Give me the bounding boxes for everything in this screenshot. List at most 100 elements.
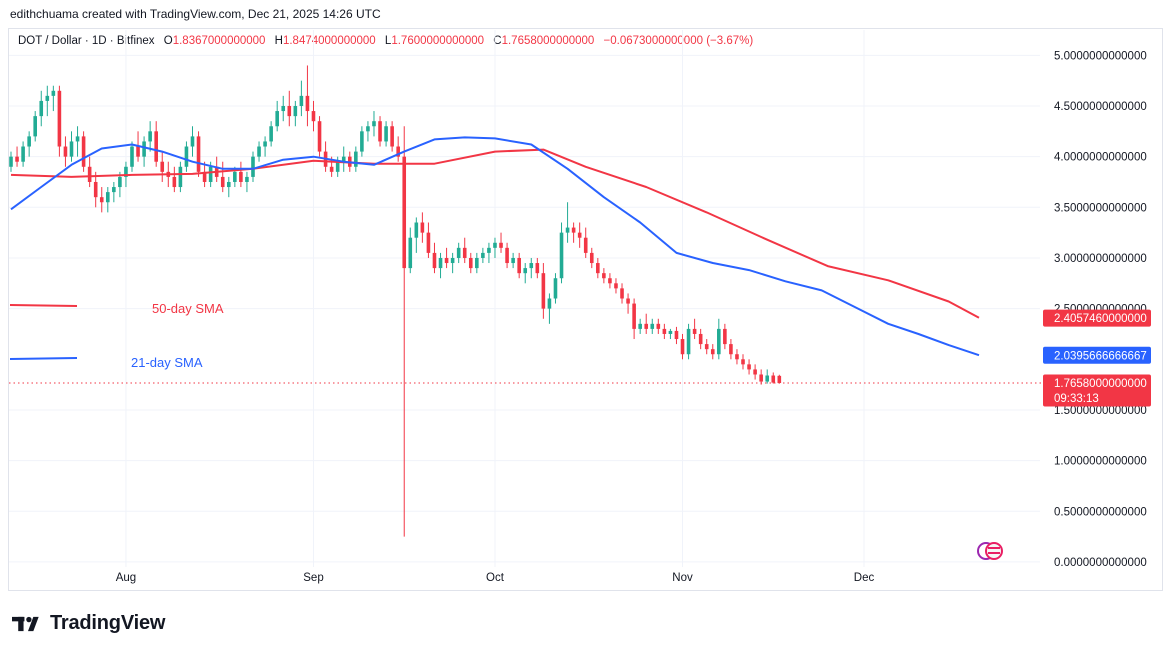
candle-body [287, 105, 292, 117]
candle-body [535, 263, 540, 274]
candle-body [33, 116, 37, 137]
candle-body [602, 273, 606, 279]
high-label: H [274, 35, 283, 47]
candle-body [81, 136, 86, 167]
candle-body [505, 247, 509, 264]
candle-body [269, 126, 273, 142]
candle-body [747, 364, 751, 370]
candle-body [190, 136, 195, 147]
candle-body [257, 146, 261, 157]
candle-body [541, 273, 546, 309]
x-tick-label: Dec [854, 572, 875, 584]
candle-body [87, 166, 92, 182]
candle-body [360, 131, 364, 152]
candle-body [57, 90, 62, 147]
candle-body [251, 156, 255, 177]
candle-body [650, 323, 655, 329]
candle-body [759, 374, 763, 382]
candle-body [777, 375, 782, 384]
candle-body [565, 227, 570, 233]
candle-body [644, 323, 649, 329]
candle-body [662, 328, 667, 334]
candle-body [154, 131, 158, 162]
footer: TradingView [12, 612, 165, 635]
y-tick-label: 5.0000000000000 [1054, 50, 1147, 62]
candle-body [656, 323, 661, 329]
candle-body [729, 344, 733, 355]
low-value: 1.7600000000000 [391, 35, 485, 47]
candle-body [493, 242, 497, 248]
change-value: −0.0673000000000 (−3.67%) [603, 35, 754, 47]
candle-body [511, 257, 515, 264]
candle-body [402, 156, 407, 269]
candle-body [354, 151, 358, 167]
candle-body [148, 131, 152, 142]
candle-body [93, 181, 98, 198]
chart-attribution: edithchuama created with TradingView.com… [10, 7, 381, 21]
candle-body [692, 328, 697, 334]
candle-body [263, 141, 267, 147]
candle-body [735, 354, 739, 360]
candle-body [275, 111, 279, 127]
x-tick-label: Sep [303, 572, 323, 584]
candle-body [686, 328, 691, 355]
candle-body [710, 349, 715, 355]
sma50-legend-label: 50-day SMA [152, 301, 224, 316]
candle-body [27, 136, 31, 147]
candle-body [45, 95, 50, 101]
last-price-tag [1043, 374, 1151, 407]
candle-body [414, 222, 419, 238]
candle-body [553, 278, 558, 299]
candle-body [184, 146, 189, 167]
candle-body [547, 298, 552, 309]
candle-body [462, 247, 467, 258]
sma21-line [10, 136, 980, 357]
candle-body [281, 105, 286, 112]
candle-body [583, 237, 588, 253]
candle-body [51, 90, 56, 96]
y-tick-label: 1.0000000000000 [1054, 456, 1147, 468]
candle-body [202, 171, 207, 182]
y-tick-label: 0.0000000000000 [1054, 557, 1147, 569]
candle-body [233, 171, 237, 182]
sma50-price-text: 2.4057460000000 [1054, 313, 1147, 325]
countdown-text: 09:33:13 [1054, 393, 1099, 405]
candle-body [384, 126, 388, 142]
sma21-legend-label: 21-day SMA [131, 355, 203, 370]
x-tick-label: Oct [486, 572, 505, 584]
candle-body [614, 283, 618, 289]
tradingview-brand[interactable]: TradingView [50, 612, 166, 634]
candle-body [450, 257, 455, 264]
last-price-text: 1.7658000000000 [1054, 378, 1147, 390]
candle-body [172, 176, 177, 188]
y-tick-label: 1.5000000000000 [1054, 405, 1147, 417]
open-label: O [163, 35, 173, 47]
candle-body [293, 105, 298, 117]
candle-body [99, 197, 104, 203]
candle-body [456, 247, 461, 258]
candle-body [136, 146, 140, 157]
candle-body [626, 298, 630, 304]
close-label: C [493, 35, 502, 47]
sma21-price-tag [1043, 346, 1151, 364]
candle-body [723, 328, 727, 345]
candle-body [426, 232, 431, 253]
price-chart[interactable]: 5.0000000000000 4.5000000000000 4.00000000… [0, 0, 1173, 600]
candle-body [220, 176, 225, 188]
candle-body [475, 257, 479, 269]
candle-body [9, 156, 13, 167]
symbol-label[interactable]: DOT / Dollar · 1D · Bitfinex [18, 35, 155, 47]
candle-body [589, 252, 594, 264]
candle-body [245, 176, 249, 182]
candle-body [499, 242, 503, 248]
candle-body [160, 161, 165, 172]
candle-body [408, 237, 413, 269]
candle-body [680, 339, 685, 355]
candle-body [118, 176, 122, 188]
candle-body [529, 263, 534, 269]
candle-body [112, 187, 116, 193]
candle-body [63, 146, 68, 157]
candle-body [638, 323, 642, 329]
sma50-line [10, 148, 980, 319]
candle-body [311, 111, 316, 122]
